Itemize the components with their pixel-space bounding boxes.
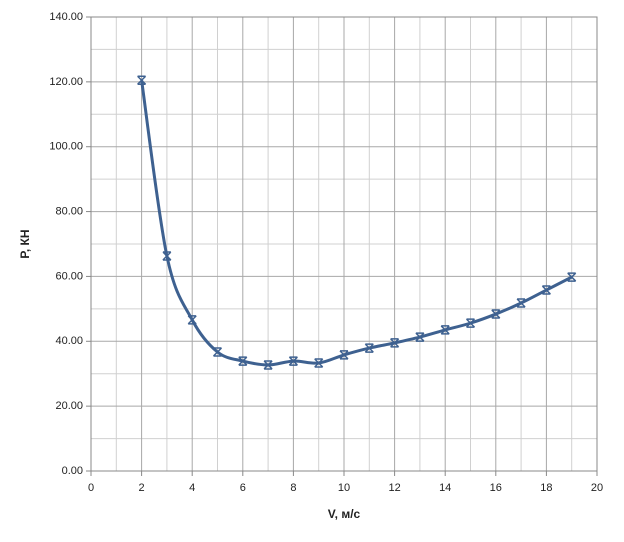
x-axis-title: V, м/с xyxy=(328,507,361,521)
y-tick-label: 0.00 xyxy=(62,465,83,477)
y-axis-title: P, КН xyxy=(18,229,32,258)
x-tick-label: 18 xyxy=(540,482,552,494)
point-marker xyxy=(567,272,577,282)
point-marker xyxy=(364,343,374,353)
point-marker xyxy=(390,338,400,348)
x-tick-label: 6 xyxy=(240,482,246,494)
y-tick-label: 60.00 xyxy=(55,270,83,282)
point-marker xyxy=(491,309,501,319)
x-tick-label: 16 xyxy=(490,482,502,494)
point-marker xyxy=(162,251,172,261)
point-marker xyxy=(212,347,223,357)
plot-border xyxy=(90,16,598,472)
y-tick-label: 100.00 xyxy=(49,141,83,153)
point-marker xyxy=(238,356,248,366)
point-marker xyxy=(465,318,476,328)
y-tick-label: 120.00 xyxy=(49,76,83,88)
point-marker xyxy=(288,356,298,366)
x-tick-label: 10 xyxy=(338,482,350,494)
point-marker xyxy=(440,325,450,335)
point-marker xyxy=(339,350,349,360)
point-marker xyxy=(314,358,324,368)
y-tick-label: 80.00 xyxy=(55,205,83,217)
y-tick-label: 140.00 xyxy=(49,11,83,23)
point-marker xyxy=(187,315,197,325)
x-tick-label: 2 xyxy=(139,482,145,494)
point-marker xyxy=(415,332,425,342)
y-tick-label: 40.00 xyxy=(55,335,83,347)
y-tick-label: 20.00 xyxy=(55,400,83,412)
point-marker xyxy=(541,285,551,295)
x-tick-label: 4 xyxy=(189,482,195,494)
x-tick-label: 14 xyxy=(439,482,451,494)
series-line xyxy=(140,80,573,367)
x-tick-label: 0 xyxy=(88,482,94,494)
point-marker xyxy=(137,75,147,85)
point-marker xyxy=(263,360,273,370)
x-tick-label: 20 xyxy=(591,482,603,494)
x-tick-label: 8 xyxy=(290,482,296,494)
point-marker xyxy=(516,298,526,308)
x-tick-label: 12 xyxy=(388,482,400,494)
